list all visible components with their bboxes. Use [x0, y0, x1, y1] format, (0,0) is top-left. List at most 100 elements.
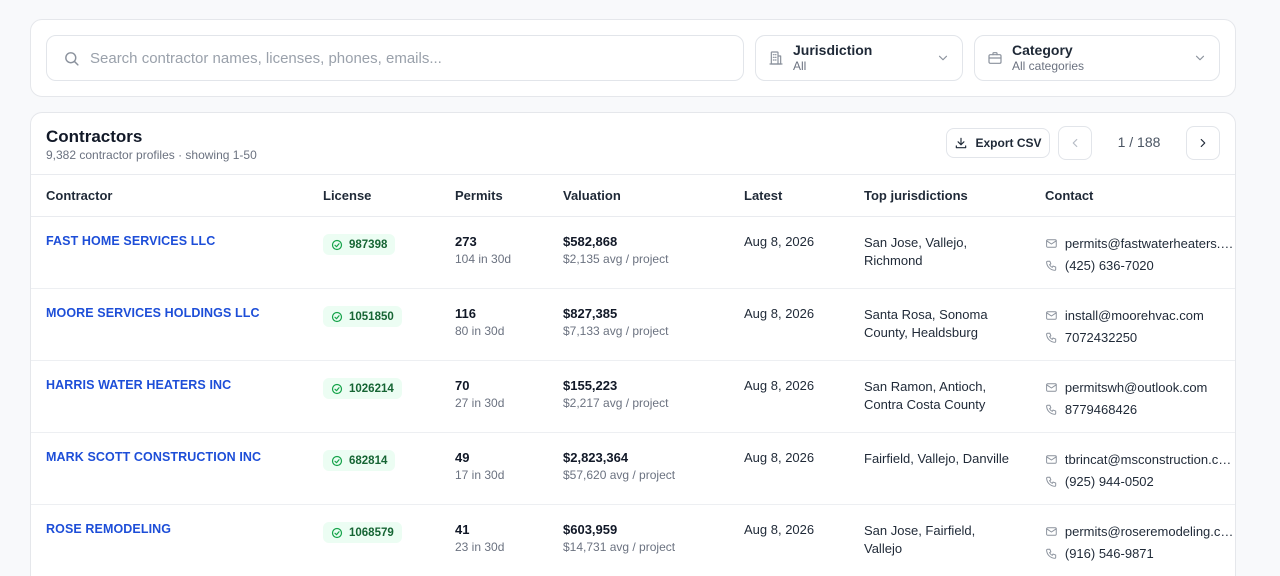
contact-phone[interactable]: (425) 636-7020 [1045, 256, 1235, 274]
valuation-cell: $582,868 $2,135 avg / project [563, 234, 668, 266]
export-csv-button[interactable]: Export CSV [946, 128, 1050, 158]
category-select[interactable]: Category All categories [974, 35, 1220, 81]
search-input[interactable] [90, 49, 730, 67]
contact-email[interactable]: permits@roseremodeling.com [1045, 522, 1235, 540]
panel-title: Contractors [46, 127, 143, 146]
top-jurisdictions: Santa Rosa, Sonoma County, Healdsburg [864, 307, 988, 340]
chevron-down-icon [938, 55, 948, 61]
column-header-license: License [323, 188, 372, 203]
latest-date: Aug 8, 2026 [744, 306, 815, 321]
column-header-valuation: Valuation [563, 188, 621, 203]
contact-cell: permits@fastwaterheaters.com (425) 636-7… [1045, 234, 1235, 274]
license-number: 682814 [349, 454, 388, 467]
valuation-cell: $155,223 $2,217 avg / project [563, 378, 668, 410]
table-row[interactable]: MOORE SERVICES HOLDINGS LLC 1051850 116 … [31, 289, 1235, 361]
briefcase-icon [988, 52, 1002, 64]
latest-date: Aug 8, 2026 [744, 522, 815, 537]
check-circle-icon [331, 311, 343, 322]
valuation-total: $2,823,364 [563, 450, 629, 465]
jurisdiction-select[interactable]: Jurisdiction All [755, 35, 963, 81]
valuation-average: $7,133 avg / project [563, 324, 669, 338]
contact-email[interactable]: tbrincat@msconstruction.com [1045, 450, 1235, 468]
jurisdiction-label: Jurisdiction [793, 42, 873, 59]
phone-text: (925) 944-0502 [1064, 473, 1154, 489]
contact-cell: permits@roseremodeling.com (916) 546-987… [1045, 522, 1235, 562]
category-value: All categories [1012, 58, 1085, 73]
valuation-cell: $2,823,364 $57,620 avg / project [563, 450, 675, 482]
mail-icon [1046, 382, 1057, 392]
email-text: tbrincat@msconstruction.com [1064, 451, 1235, 467]
valuation-total: $827,385 [563, 306, 618, 321]
contractor-name-link[interactable]: MOORE SERVICES HOLDINGS LLC [46, 306, 260, 320]
search-icon [65, 51, 79, 66]
check-circle-icon [331, 527, 343, 538]
mail-icon [1046, 238, 1057, 248]
license-badge: 987398 [323, 234, 396, 255]
contractor-name-link[interactable]: FAST HOME SERVICES LLC [46, 234, 216, 248]
permits-cell: 70 27 in 30d [455, 378, 504, 410]
column-header-contact: Contact [1045, 188, 1094, 203]
column-header-latest: Latest [744, 188, 783, 203]
email-text: permits@roseremodeling.com [1064, 523, 1235, 539]
jurisdiction-value: All [793, 58, 807, 73]
contact-email[interactable]: permitswh@outlook.com [1045, 378, 1235, 396]
panel-subtitle: 9,382 contractor profiles · showing 1-50 [46, 148, 257, 162]
contact-email[interactable]: permits@fastwaterheaters.com [1045, 234, 1235, 252]
contact-cell: install@moorehvac.com 7072432250 [1045, 306, 1235, 346]
contractor-name-link[interactable]: MARK SCOTT CONSTRUCTION INC [46, 450, 262, 464]
prev-page-button[interactable] [1058, 126, 1092, 160]
valuation-total: $155,223 [563, 378, 618, 393]
mail-icon [1046, 526, 1057, 536]
phone-icon [1046, 404, 1057, 415]
chevron-right-icon [1200, 138, 1206, 148]
valuation-average: $2,217 avg / project [563, 396, 669, 410]
export-csv-label: Export CSV [975, 136, 1042, 150]
table-row[interactable]: HARRIS WATER HEATERS INC 1026214 70 27 i… [31, 361, 1235, 433]
check-circle-icon [331, 239, 343, 250]
page-indicator: 1 / 188 [1117, 134, 1161, 150]
phone-icon [1046, 260, 1057, 271]
filters-bar: Jurisdiction All Category All categories [30, 19, 1236, 97]
phone-icon [1046, 476, 1057, 487]
permits-cell: 49 17 in 30d [455, 450, 504, 482]
permits-cell: 116 80 in 30d [455, 306, 504, 338]
table-row[interactable]: MARK SCOTT CONSTRUCTION INC 682814 49 17… [31, 433, 1235, 505]
license-number: 1026214 [349, 382, 394, 395]
permits-count: 116 [455, 306, 476, 321]
contact-phone[interactable]: 8779468426 [1045, 400, 1235, 418]
permits-count: 273 [455, 234, 477, 249]
contact-email[interactable]: install@moorehvac.com [1045, 306, 1235, 324]
chevron-down-icon [1195, 55, 1205, 61]
valuation-total: $582,868 [563, 234, 618, 249]
building-icon [769, 51, 783, 65]
license-number: 1068579 [349, 526, 394, 539]
contact-phone[interactable]: (925) 944-0502 [1045, 472, 1235, 490]
contact-cell: tbrincat@msconstruction.com (925) 944-05… [1045, 450, 1235, 490]
permits-recent: 23 in 30d [455, 540, 505, 554]
permits-count: 41 [455, 522, 470, 537]
top-jurisdictions: San Ramon, Antioch, Contra Costa County [864, 379, 987, 412]
valuation-average: $14,731 avg / project [563, 540, 676, 554]
table-row[interactable]: FAST HOME SERVICES LLC 987398 273 104 in… [31, 217, 1235, 289]
license-badge: 1068579 [323, 522, 402, 543]
permits-cell: 41 23 in 30d [455, 522, 504, 554]
license-number: 987398 [349, 238, 388, 251]
search-box[interactable] [46, 35, 744, 81]
license-badge: 1051850 [323, 306, 402, 327]
latest-date: Aug 8, 2026 [744, 234, 815, 249]
table-row[interactable]: ROSE REMODELING 1068579 41 23 in 30d $60… [31, 505, 1235, 576]
contractor-name-link[interactable]: ROSE REMODELING [46, 522, 172, 536]
contact-phone[interactable]: (916) 546-9871 [1045, 544, 1235, 562]
license-badge: 682814 [323, 450, 396, 471]
permits-recent: 27 in 30d [455, 396, 505, 410]
valuation-average: $57,620 avg / project [563, 468, 676, 482]
chevron-left-icon [1072, 138, 1078, 148]
phone-text: 8779468426 [1064, 401, 1138, 417]
column-header-jurisdictions: Top jurisdictions [864, 188, 968, 203]
email-text: permits@fastwaterheaters.com [1064, 235, 1235, 251]
next-page-button[interactable] [1186, 126, 1220, 160]
valuation-average: $2,135 avg / project [563, 252, 669, 266]
check-circle-icon [331, 383, 343, 394]
contractor-name-link[interactable]: HARRIS WATER HEATERS INC [46, 378, 232, 392]
contact-phone[interactable]: 7072432250 [1045, 328, 1235, 346]
